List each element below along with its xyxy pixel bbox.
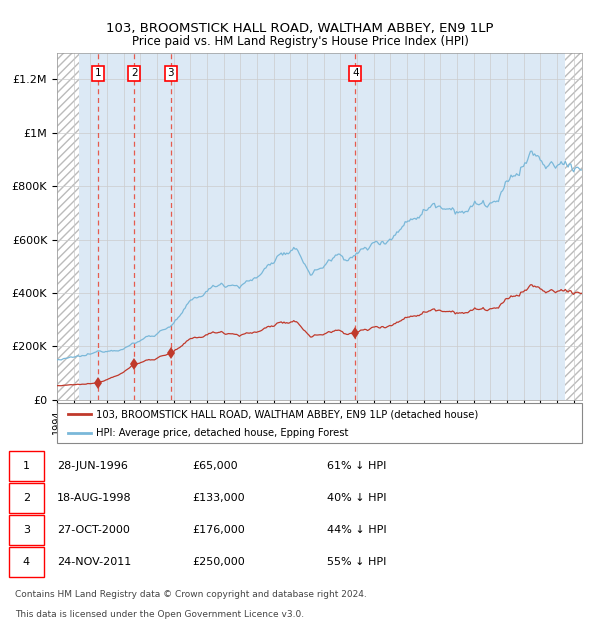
Text: £250,000: £250,000: [192, 557, 245, 567]
Text: £65,000: £65,000: [192, 461, 238, 471]
Text: HPI: Average price, detached house, Epping Forest: HPI: Average price, detached house, Eppi…: [97, 428, 349, 438]
Text: 61% ↓ HPI: 61% ↓ HPI: [327, 461, 386, 471]
Text: 28-JUN-1996: 28-JUN-1996: [57, 461, 128, 471]
Text: 18-AUG-1998: 18-AUG-1998: [57, 493, 131, 503]
Text: £176,000: £176,000: [192, 525, 245, 535]
Text: 3: 3: [167, 68, 174, 78]
Text: 103, BROOMSTICK HALL ROAD, WALTHAM ABBEY, EN9 1LP (detached house): 103, BROOMSTICK HALL ROAD, WALTHAM ABBEY…: [97, 409, 479, 419]
Text: 103, BROOMSTICK HALL ROAD, WALTHAM ABBEY, EN9 1LP: 103, BROOMSTICK HALL ROAD, WALTHAM ABBEY…: [106, 22, 494, 35]
FancyBboxPatch shape: [57, 403, 582, 443]
Text: 4: 4: [352, 68, 359, 78]
Text: 55% ↓ HPI: 55% ↓ HPI: [327, 557, 386, 567]
Text: 24-NOV-2011: 24-NOV-2011: [57, 557, 131, 567]
Text: 2: 2: [131, 68, 137, 78]
Text: 3: 3: [23, 525, 30, 535]
Text: 1: 1: [23, 461, 30, 471]
Text: Contains HM Land Registry data © Crown copyright and database right 2024.: Contains HM Land Registry data © Crown c…: [15, 590, 367, 599]
Text: £133,000: £133,000: [192, 493, 245, 503]
Text: 1: 1: [95, 68, 101, 78]
Text: 27-OCT-2000: 27-OCT-2000: [57, 525, 130, 535]
Bar: [57, 53, 79, 400]
Bar: [565, 53, 582, 400]
Text: 44% ↓ HPI: 44% ↓ HPI: [327, 525, 386, 535]
Text: 40% ↓ HPI: 40% ↓ HPI: [327, 493, 386, 503]
Text: This data is licensed under the Open Government Licence v3.0.: This data is licensed under the Open Gov…: [15, 610, 304, 619]
Text: 2: 2: [23, 493, 30, 503]
Text: Price paid vs. HM Land Registry's House Price Index (HPI): Price paid vs. HM Land Registry's House …: [131, 35, 469, 48]
Text: 4: 4: [23, 557, 30, 567]
